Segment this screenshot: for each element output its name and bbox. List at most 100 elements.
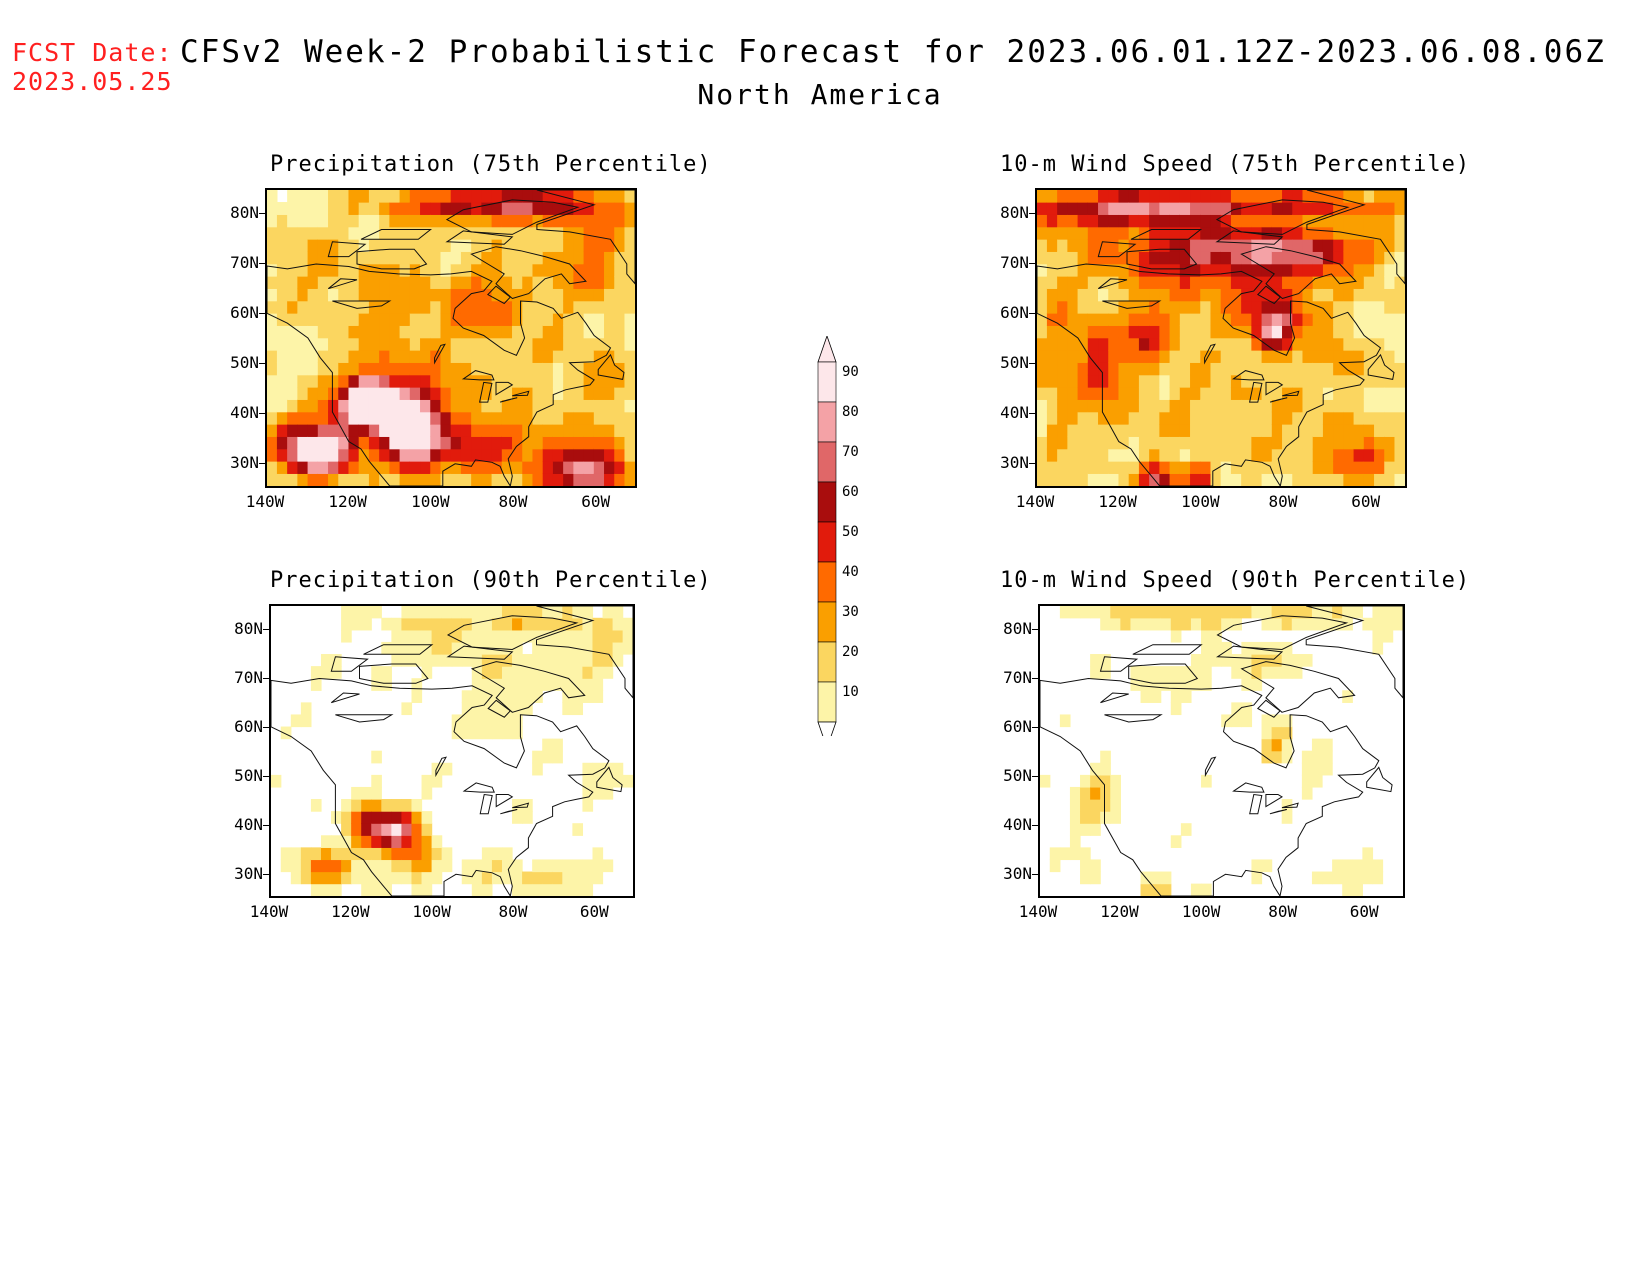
coastline [356, 248, 428, 270]
coastline [1240, 246, 1357, 300]
lat-tick-mark [259, 213, 265, 214]
coastline [271, 677, 610, 896]
lon-tick-label: 80W [1268, 492, 1298, 511]
lon-tick-label: 100W [412, 902, 451, 921]
colorbar-top-cap [817, 334, 837, 363]
map-canvas [271, 606, 633, 896]
lake-outline [500, 809, 518, 815]
coastline [470, 661, 586, 713]
coastline [445, 230, 514, 245]
lat-tick-mark [1029, 313, 1035, 314]
colorbar-segment [817, 641, 837, 683]
lon-tick-label: 140W [1018, 902, 1058, 921]
lake-outline [512, 390, 530, 397]
colorbar-segment [817, 601, 837, 643]
coastline [596, 766, 623, 793]
colorbar-level-label: 10 [842, 684, 859, 700]
map-canvas [1037, 190, 1405, 486]
lat-tick-mark [259, 263, 265, 264]
map-wind90 [1038, 604, 1405, 898]
colorbar-segment [817, 521, 837, 563]
lat-tick-label: 60N [230, 303, 259, 322]
lat-tick-mark [1032, 775, 1038, 777]
lat-tick-mark [1029, 213, 1035, 214]
colorbar-segment [817, 361, 837, 403]
panel-title-wind90: 10-m Wind Speed (90th Percentile) [1000, 568, 1471, 593]
lat-tick-label: 50N [234, 765, 263, 785]
lake-outline [499, 397, 518, 403]
coastline [327, 241, 367, 258]
lat-tick-label: 70N [234, 667, 263, 687]
lake-outline [1248, 381, 1263, 403]
lake-outline [330, 692, 360, 704]
coastline [1126, 248, 1198, 270]
lat-tick-mark [263, 775, 269, 777]
lat-tick-mark [1032, 628, 1038, 630]
lon-tick-label: 60W [579, 902, 609, 921]
lat-tick-label: 70N [230, 253, 259, 272]
lake-outline [512, 802, 530, 809]
map-canvas [1040, 606, 1403, 896]
colorbar-level-label: 50 [842, 524, 859, 540]
lon-tick-label: 120W [1098, 492, 1137, 511]
colorbar-segment [817, 561, 837, 603]
panel-title-wind75: 10-m Wind Speed (75th Percentile) [1000, 152, 1471, 177]
lat-tick-label: 30N [234, 863, 263, 883]
colorbar-level-label: 90 [842, 364, 859, 380]
coastline [536, 190, 635, 285]
lat-tick-mark [1029, 413, 1035, 414]
lon-tick-label: 80W [498, 492, 528, 511]
page-subtitle: North America [697, 78, 943, 111]
coastline [1366, 766, 1393, 793]
lake-outline [1281, 802, 1299, 809]
lake-outline [1204, 343, 1216, 365]
lat-tick-label: 40N [1000, 403, 1029, 422]
coastline [1132, 644, 1203, 655]
coastline [1215, 230, 1284, 245]
lon-tick-label: 100W [411, 492, 450, 511]
coastline [1306, 190, 1405, 285]
coastline [1240, 661, 1356, 713]
coastline [1305, 606, 1403, 699]
lake-outline [479, 793, 493, 815]
lake-outline [435, 756, 448, 778]
lake-outline [332, 300, 392, 309]
lat-tick-label: 80N [234, 618, 263, 638]
lat-tick-label: 50N [230, 353, 259, 372]
panel-title-precip90: Precipitation (90th Percentile) [270, 568, 712, 593]
coastline [1128, 663, 1199, 684]
coastline [1367, 353, 1395, 380]
coastline [1037, 263, 1382, 486]
lat-tick-label: 50N [1000, 353, 1029, 372]
coastline [445, 199, 580, 235]
lon-tick-label: 100W [1181, 492, 1220, 511]
lat-tick-label: 50N [1003, 765, 1032, 785]
forecast-date-block: FCST Date: 2023.05.25 [12, 38, 173, 96]
lat-tick-mark [263, 873, 269, 875]
lat-tick-label: 30N [1000, 453, 1029, 472]
coastline [1216, 615, 1349, 651]
lon-tick-label: 100W [1181, 902, 1221, 921]
lon-tick-label: 120W [331, 902, 370, 921]
lake-outline [434, 343, 446, 365]
page-title: CFSv2 Week-2 Probabilistic Forecast for … [180, 34, 1606, 70]
map-wind75 [1035, 188, 1407, 488]
colorbar-level-label: 20 [842, 644, 859, 660]
coastline [486, 285, 512, 305]
lon-tick-label: 60W [1349, 902, 1379, 921]
lat-tick-label: 70N [1000, 253, 1029, 272]
coastline [536, 606, 633, 699]
coastline [267, 263, 612, 486]
lat-tick-label: 30N [1003, 863, 1032, 883]
lat-tick-mark [259, 363, 265, 364]
lat-tick-mark [259, 313, 265, 314]
colorbar-level-label: 60 [842, 484, 859, 500]
lat-tick-label: 60N [1003, 716, 1032, 736]
colorbar-segment [817, 401, 837, 443]
coastline [1099, 656, 1139, 672]
coastline [470, 246, 587, 300]
coastline [330, 656, 369, 672]
coastline [1256, 699, 1281, 718]
coastline [360, 229, 433, 240]
lat-tick-mark [1032, 873, 1038, 875]
